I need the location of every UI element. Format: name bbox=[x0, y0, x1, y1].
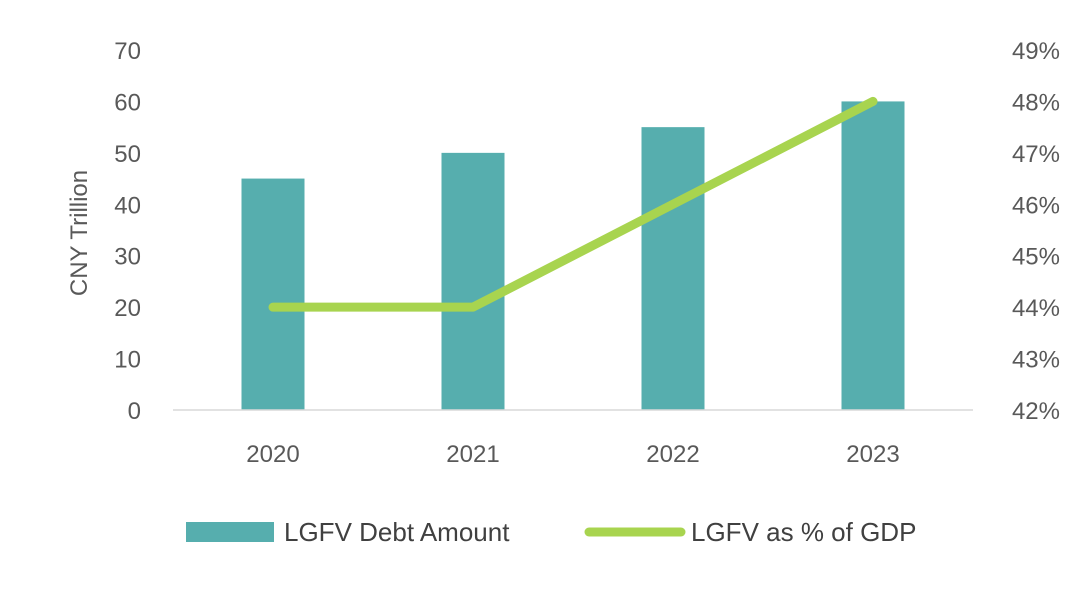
y-tick-label: 70 bbox=[114, 38, 141, 65]
bar-2022 bbox=[642, 127, 705, 410]
y2-tick-label: 48% bbox=[1012, 89, 1060, 116]
y-tick-label: 60 bbox=[114, 89, 141, 116]
y-axis-title: CNY Trillion bbox=[66, 170, 93, 296]
y2-tick-label: 47% bbox=[1012, 141, 1060, 168]
legend: LGFV Debt Amount LGFV as % of GDP bbox=[186, 517, 916, 547]
right-axis-ticks: 42% 43% 44% 45% 46% 47% 48% 49% bbox=[1012, 38, 1060, 425]
y-tick-label: 20 bbox=[114, 295, 141, 322]
y2-tick-label: 43% bbox=[1012, 347, 1060, 374]
line-gdp-ratio bbox=[273, 101, 873, 307]
left-axis-ticks: 0 10 20 30 40 50 60 70 bbox=[114, 38, 141, 425]
bar-2021 bbox=[442, 153, 505, 410]
y2-tick-label: 49% bbox=[1012, 38, 1060, 65]
y-tick-label: 50 bbox=[114, 141, 141, 168]
bar-2023 bbox=[842, 101, 905, 410]
y2-tick-label: 46% bbox=[1012, 192, 1060, 219]
y-tick-label: 40 bbox=[114, 192, 141, 219]
bar-2020 bbox=[242, 179, 305, 410]
y2-tick-label: 44% bbox=[1012, 295, 1060, 322]
y2-tick-label: 45% bbox=[1012, 244, 1060, 271]
x-tick-label: 2023 bbox=[846, 441, 899, 468]
x-tick-label: 2021 bbox=[446, 441, 499, 468]
x-tick-label: 2022 bbox=[646, 441, 699, 468]
y-tick-label: 10 bbox=[114, 347, 141, 374]
y-tick-label: 0 bbox=[128, 398, 141, 425]
legend-label-debt-amount: LGFV Debt Amount bbox=[284, 517, 510, 547]
y-tick-label: 30 bbox=[114, 244, 141, 271]
legend-swatch-debt-amount bbox=[186, 522, 274, 542]
line-series bbox=[273, 101, 873, 307]
y2-tick-label: 42% bbox=[1012, 398, 1060, 425]
x-tick-label: 2020 bbox=[246, 441, 299, 468]
x-axis-ticks: 2020 2021 2022 2023 bbox=[246, 441, 899, 468]
legend-label-gdp-ratio: LGFV as % of GDP bbox=[691, 517, 916, 547]
